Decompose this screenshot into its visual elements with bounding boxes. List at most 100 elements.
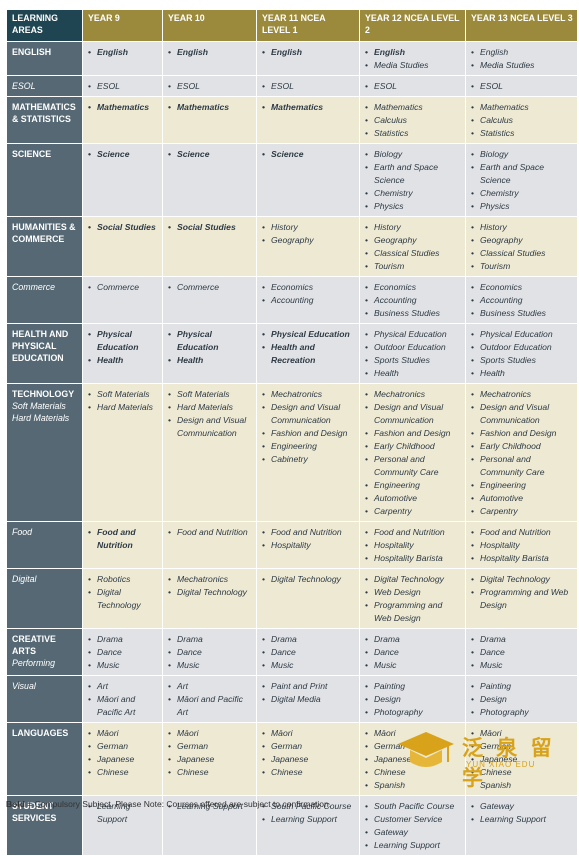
course-list: Digital TechnologyWeb DesignProgramming … (365, 573, 461, 625)
course-item: Science (168, 148, 252, 161)
course-cell: ArtMāori and Pacific Art (162, 675, 257, 723)
course-item: ESOL (471, 80, 573, 93)
course-list: Science (168, 148, 252, 161)
course-item: Biology (471, 148, 573, 161)
course-item: Carpentry (471, 505, 573, 518)
course-list: HistoryGeographyClassical StudiesTourism (471, 221, 573, 273)
watermark-text: 泛 泉 留 学 (462, 736, 555, 790)
course-list: MathematicsCalculusStatistics (471, 101, 573, 140)
course-list: RoboticsDigital Technology (88, 573, 158, 612)
course-item: Customer Service (365, 813, 461, 826)
course-cell: Paint and PrintDigital Media (256, 675, 360, 723)
course-item: Dance (88, 646, 158, 659)
course-item: Statistics (471, 127, 573, 140)
course-item: Calculus (365, 114, 461, 127)
course-cell: DramaDanceMusic (82, 628, 163, 676)
course-item: Photography (365, 706, 461, 719)
course-item: ESOL (168, 80, 252, 93)
course-cell: EconomicsAccountingBusiness Studies (359, 276, 466, 324)
table-row: VisualArtMāori and Pacific ArtArtMāori a… (6, 675, 578, 723)
course-item: Web Design (365, 586, 461, 599)
course-item: Mechatronics (168, 573, 252, 586)
learning-area-name: HUMANITIES & COMMERCE (12, 222, 76, 244)
course-item: Design (365, 693, 461, 706)
course-list: Food and Nutrition (168, 526, 252, 539)
course-cell: ESOL (359, 75, 466, 97)
course-cell: Digital TechnologyProgramming and Web De… (465, 568, 578, 629)
course-item: Dance (365, 646, 461, 659)
course-list: Commerce (168, 281, 252, 294)
course-item: Engineering (471, 479, 573, 492)
course-item: Mechatronics (262, 388, 355, 401)
course-list: DramaDanceMusic (168, 633, 252, 672)
course-item: Learning Support (262, 813, 355, 826)
course-list: EconomicsAccounting (262, 281, 355, 307)
course-item: Food and Nutrition (262, 526, 355, 539)
course-list: BiologyEarth and Space ScienceChemistryP… (471, 148, 573, 213)
learning-area-name: MATHEMATICS & STATISTICS (12, 102, 76, 124)
course-list: ESOL (365, 80, 461, 93)
course-list: Physical EducationHealth and Recreation (262, 328, 355, 367)
course-item: German (88, 740, 158, 753)
course-list: Mathematics (88, 101, 158, 114)
course-item: Economics (471, 281, 573, 294)
course-list: Mathematics (262, 101, 355, 114)
course-list: English (168, 46, 252, 59)
course-list: Social Studies (88, 221, 158, 234)
course-item: Business Studies (471, 307, 573, 320)
course-item: Learning Support (365, 839, 461, 852)
course-cell: DramaDanceMusic (256, 628, 360, 676)
course-item: Physical Education (471, 328, 573, 341)
course-item: Learning Support (471, 813, 573, 826)
course-item: Music (168, 659, 252, 672)
course-list: MechatronicsDigital Technology (168, 573, 252, 599)
course-item: Programming and Web Design (365, 599, 461, 625)
header-year-13: YEAR 13 NCEA LEVEL 3 (465, 9, 578, 42)
course-list: ArtMāori and Pacific Art (168, 680, 252, 719)
course-list: ESOL (168, 80, 252, 93)
course-cell: Physical EducationOutdoor EducationSport… (465, 323, 578, 384)
course-cell: BiologyEarth and Space ScienceChemistryP… (465, 143, 578, 217)
table-row: DigitalRoboticsDigital TechnologyMechatr… (6, 568, 578, 629)
header-year-9: YEAR 9 (82, 9, 163, 42)
header-year-11: YEAR 11 NCEA LEVEL 1 (256, 9, 360, 42)
table-row: SCIENCEScienceScienceScienceBiologyEarth… (6, 143, 578, 217)
table-row: HUMANITIES & COMMERCE Social Studies Socia… (6, 216, 578, 277)
course-item: ESOL (262, 80, 355, 93)
course-list: Physical EducationOutdoor EducationSport… (471, 328, 573, 380)
course-item: Statistics (365, 127, 461, 140)
course-item: Media Studies (471, 59, 573, 72)
course-item: English (262, 46, 355, 59)
course-item: Japanese (262, 753, 355, 766)
course-item: English (88, 46, 158, 59)
course-item: Geography (262, 234, 355, 247)
learning-area-name: TECHNOLOGY (12, 389, 75, 399)
course-item: Cabinetry (262, 453, 355, 466)
course-cell: GatewayLearning Support (465, 795, 578, 856)
course-item: Drama (168, 633, 252, 646)
course-item: Earth and Space Science (365, 161, 461, 187)
course-item: English (471, 46, 573, 59)
course-cell: MechatronicsDesign and Visual Communicat… (359, 383, 466, 522)
table-row: CREATIVE ARTSPerformingDramaDanceMusicDr… (6, 628, 578, 676)
course-cell: English (162, 41, 257, 76)
course-cell: Mathematics (256, 96, 360, 144)
course-item: Painting (365, 680, 461, 693)
course-item: Design and Visual Communication (365, 401, 461, 427)
course-cell: Science (162, 143, 257, 217)
course-list: MechatronicsDesign and Visual Communicat… (262, 388, 355, 466)
course-cell: ArtMāori and Pacific Art (82, 675, 163, 723)
course-cell: Food and NutritionHospitality (256, 521, 360, 569)
learning-area-subtitle: Soft Materials Hard Materials (12, 401, 70, 423)
learning-area-cell: HEALTH AND PHYSICAL EDUCATION (6, 323, 83, 384)
course-cell: MathematicsCalculusStatistics (359, 96, 466, 144)
course-cell: PaintingDesignPhotography (465, 675, 578, 723)
learning-area-name: Food (12, 527, 33, 537)
course-cell: Science (82, 143, 163, 217)
course-cell: MāoriGermanJapaneseChineseSpanish (465, 722, 578, 796)
course-item: Chinese (365, 766, 461, 779)
course-item: Music (262, 659, 355, 672)
course-item: Food and Nutrition (88, 526, 158, 552)
learning-area-subtitle: Performing (12, 658, 56, 668)
course-item: Design and Visual Communication (168, 414, 252, 440)
